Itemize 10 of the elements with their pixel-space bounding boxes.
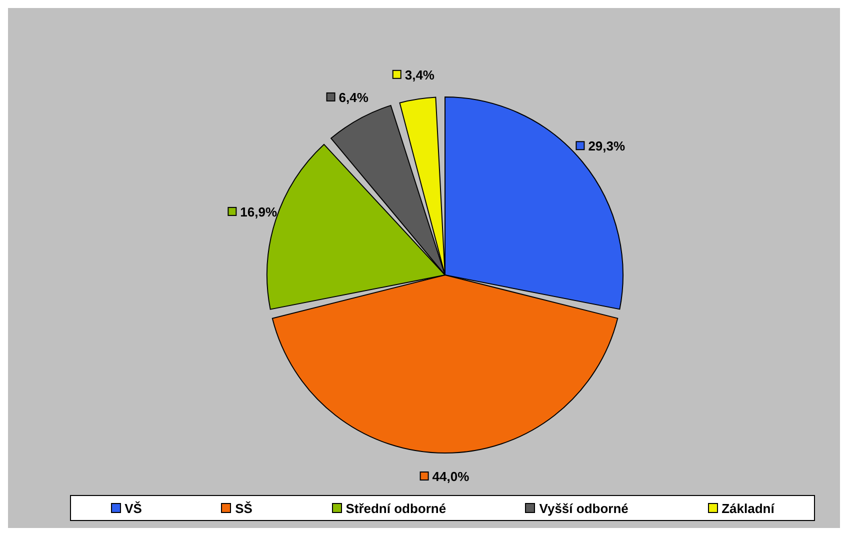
data-label: 44,0% <box>432 469 470 484</box>
legend-label: Vyšší odborné <box>539 500 628 516</box>
legend-label: Střední odborné <box>346 500 446 516</box>
data-label: 6,4% <box>338 90 369 105</box>
data-label: 3,4% <box>404 67 435 82</box>
legend-label: VŠ <box>124 500 142 516</box>
data-label: 16,9% <box>240 204 278 220</box>
data-label: 29,3% <box>588 138 626 154</box>
legend-label: Základní <box>722 500 774 516</box>
legend-label: SŠ <box>235 500 252 516</box>
